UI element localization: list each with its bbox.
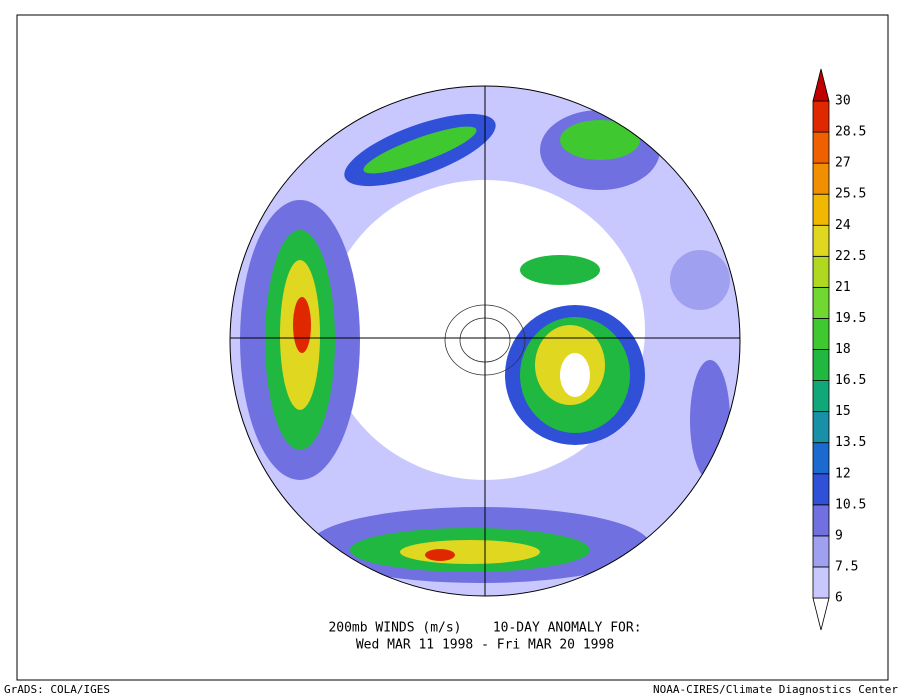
colorbar-label: 28.5 — [835, 125, 866, 140]
colorbar-segment — [812, 224, 830, 257]
footer-right: NOAA-CIRES/Climate Diagnostics Center — [653, 683, 898, 696]
colorbar-segment — [812, 286, 830, 319]
colorbar-segment — [812, 349, 830, 381]
colorbar-segment — [812, 411, 830, 444]
colorbar-label: 12 — [835, 466, 851, 481]
colorbar-label: 10.5 — [835, 497, 866, 512]
colorbar-label: 25.5 — [835, 187, 866, 202]
colorbar-segment — [812, 255, 830, 288]
colorbar-segment — [812, 442, 830, 475]
colorbar-segment — [812, 318, 830, 350]
colorbar-label: 19.5 — [835, 311, 866, 326]
colorbar-segment — [812, 380, 830, 413]
colorbar-label: 15 — [835, 404, 851, 419]
frame — [16, 14, 889, 681]
colorbar-label: 6 — [835, 591, 843, 606]
colorbar-label: 13.5 — [835, 435, 866, 450]
colorbar-segment — [812, 162, 830, 195]
colorbar-label: 30 — [835, 94, 851, 109]
colorbar-label: 16.5 — [835, 373, 866, 388]
colorbar-label: 7.5 — [835, 559, 858, 574]
colorbar-segment — [812, 100, 830, 133]
colorbar-label: 24 — [835, 218, 851, 233]
colorbar-label: 27 — [835, 156, 851, 171]
colorbar-segment — [812, 193, 830, 226]
colorbar-under — [812, 597, 830, 631]
title-line: Wed MAR 11 1998 - Fri MAR 20 1998 — [356, 638, 614, 653]
colorbar-segment — [812, 131, 830, 164]
colorbar-label: 21 — [835, 280, 851, 295]
colorbar-label: 18 — [835, 342, 851, 357]
colorbar-segment — [812, 535, 830, 568]
colorbar-segment — [812, 473, 830, 506]
footer-left: GrADS: COLA/IGES — [4, 683, 110, 696]
colorbar: 6 7.5 9 10.5 12 13.5 15 16.5 18 19.5 21 22.5 24 25.5 2… — [812, 68, 866, 631]
colorbar-segment — [812, 566, 830, 599]
title-line: 200mb WINDS (m/s) 10-DAY ANOMALY FOR: — [328, 621, 641, 636]
wind-field — [230, 86, 740, 596]
colorbar-segment — [812, 504, 830, 537]
colorbar-over — [812, 68, 830, 102]
colorbar-label: 22.5 — [835, 249, 866, 264]
colorbar-label: 9 — [835, 528, 843, 543]
